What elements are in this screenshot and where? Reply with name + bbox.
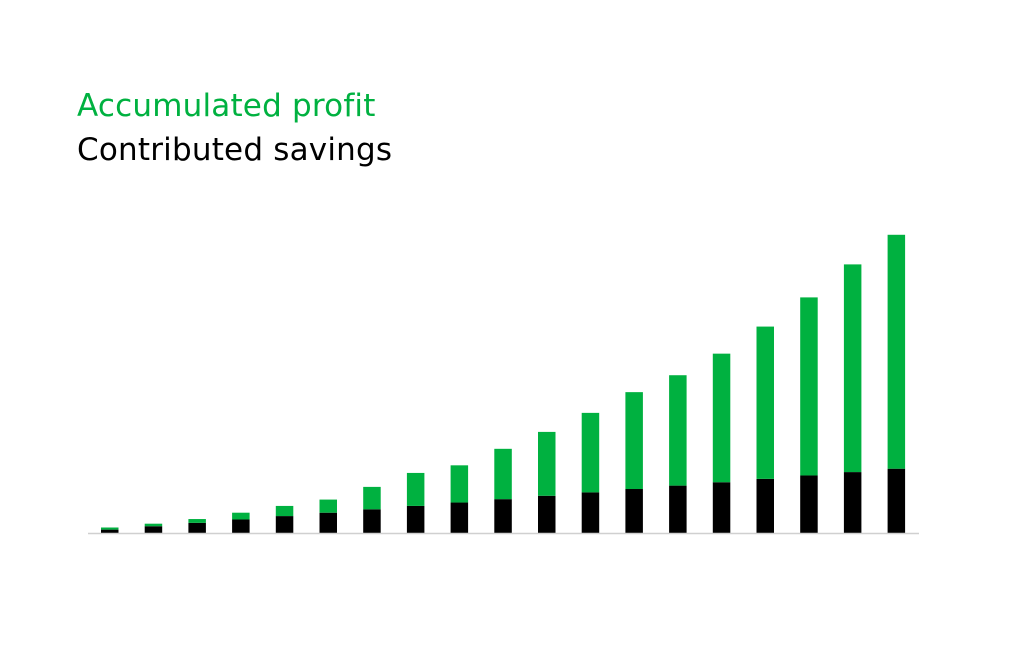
bar-profit-17 bbox=[800, 297, 818, 476]
bar-profit-14 bbox=[669, 375, 687, 486]
bar-profit-12 bbox=[581, 412, 600, 493]
bar-profit-3 bbox=[188, 519, 206, 523]
bar-savings-9 bbox=[450, 502, 469, 533]
bar-profit-15 bbox=[712, 353, 731, 483]
bar-profit-10 bbox=[494, 448, 512, 500]
bar-savings-18 bbox=[843, 472, 862, 533]
bar-profit-19 bbox=[887, 234, 906, 469]
bar-savings-14 bbox=[669, 485, 687, 533]
bar-savings-3 bbox=[188, 522, 206, 533]
bar-savings-15 bbox=[712, 482, 731, 533]
bar-savings-17 bbox=[800, 475, 818, 533]
bar-profit-9 bbox=[450, 465, 469, 503]
bar-savings-19 bbox=[887, 468, 906, 533]
bar-savings-6 bbox=[319, 512, 337, 533]
legend-contributed-savings: Contributed savings bbox=[77, 132, 393, 168]
bar-profit-18 bbox=[843, 264, 862, 473]
chart-legend: Accumulated profit Contributed savings bbox=[77, 84, 392, 172]
bar-savings-4 bbox=[232, 519, 250, 533]
bar-savings-8 bbox=[406, 505, 425, 533]
bar-profit-7 bbox=[363, 486, 381, 510]
bar-savings-12 bbox=[581, 492, 600, 533]
bar-profit-2 bbox=[144, 523, 163, 527]
bar-savings-13 bbox=[625, 489, 643, 533]
bar-savings-11 bbox=[538, 495, 556, 533]
bar-profit-11 bbox=[538, 431, 556, 496]
bar-profit-1 bbox=[101, 527, 119, 530]
bar-profit-6 bbox=[319, 499, 337, 513]
bar-savings-7 bbox=[363, 509, 381, 533]
legend-accumulated-profit: Accumulated profit bbox=[77, 88, 376, 124]
bar-profit-5 bbox=[275, 505, 294, 517]
bar-savings-1 bbox=[101, 529, 119, 533]
bar-profit-13 bbox=[625, 392, 643, 490]
bars-group bbox=[101, 234, 906, 533]
bar-profit-16 bbox=[756, 326, 774, 479]
bar-savings-2 bbox=[144, 526, 163, 533]
bar-profit-8 bbox=[406, 472, 425, 506]
bar-savings-5 bbox=[275, 516, 294, 533]
bar-savings-16 bbox=[756, 478, 774, 533]
bar-profit-4 bbox=[232, 512, 250, 520]
bar-savings-10 bbox=[494, 499, 512, 533]
